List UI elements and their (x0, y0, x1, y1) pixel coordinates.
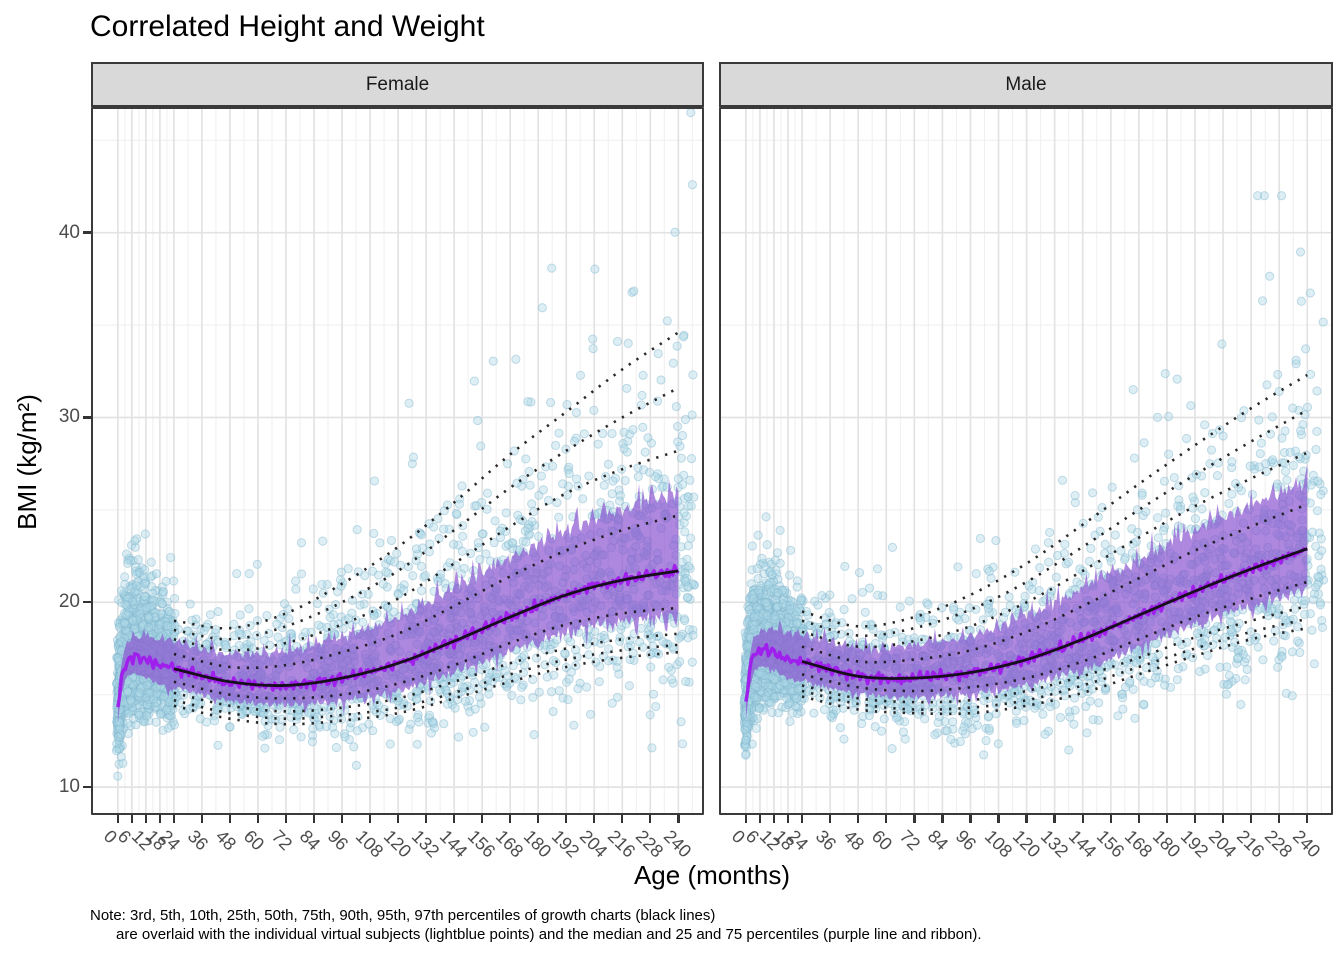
x-tick-label: 96 (952, 826, 981, 855)
x-tick-mark (368, 815, 372, 823)
x-tick-mark (744, 815, 748, 823)
x-tick-label: 72 (896, 826, 925, 855)
x-tick-mark (913, 815, 916, 823)
x-tick-mark (172, 815, 176, 823)
x-tick-mark (1109, 815, 1112, 823)
x-tick-mark (1165, 815, 1169, 823)
x-tick-mark (649, 815, 652, 823)
x-tick-mark (1193, 815, 1197, 823)
x-tick-mark (312, 815, 316, 823)
x-tick-mark (786, 815, 790, 823)
x-tick-label: 72 (267, 826, 297, 855)
x-tick-mark (997, 815, 1000, 823)
y-tick-label: 30 (58, 406, 80, 428)
x-tick-mark (1081, 815, 1084, 823)
y-axis-title: BMI (kg/m²) (12, 394, 42, 530)
x-tick-label: 96 (323, 826, 353, 855)
male-panel-canvas (719, 107, 1333, 815)
x-tick-mark (565, 815, 568, 823)
x-tick-mark (116, 815, 120, 823)
x-tick-mark (1137, 815, 1141, 823)
x-tick-mark (1025, 815, 1028, 823)
x-tick-label: 36 (811, 826, 841, 855)
x-tick-label: 240 (1289, 826, 1325, 862)
x-tick-mark (200, 815, 204, 823)
x-tick-mark (536, 815, 540, 823)
x-tick-mark (340, 815, 344, 823)
x-tick-label: 48 (211, 826, 241, 855)
x-tick-mark (396, 815, 400, 823)
x-tick-label: 108 (980, 826, 1016, 862)
x-tick-label: 60 (239, 826, 269, 855)
plot-title: Correlated Height and Weight (90, 10, 485, 43)
x-tick-mark (1053, 815, 1056, 823)
x-axis-title: Age (months) (633, 860, 791, 890)
x-tick-label: 240 (660, 826, 696, 862)
y-tick-label: 20 (58, 591, 80, 613)
x-tick-mark (800, 815, 804, 823)
y-tick-label: 10 (58, 776, 80, 798)
x-tick-mark (480, 815, 484, 823)
y-tick-mark (83, 601, 91, 604)
x-tick-mark (772, 815, 776, 823)
facet-strip-female: Female (91, 62, 704, 107)
x-tick-mark (593, 815, 596, 823)
y-tick-mark (83, 231, 91, 234)
x-tick-mark (130, 815, 134, 823)
x-tick-mark (256, 815, 260, 823)
facet-strip-label: Female (365, 73, 430, 95)
x-tick-mark (228, 815, 232, 823)
x-tick-label: 84 (924, 826, 953, 855)
x-tick-mark (452, 815, 456, 823)
x-tick-mark (1278, 815, 1281, 823)
y-tick-mark (83, 416, 91, 419)
x-tick-mark (1221, 815, 1225, 823)
x-tick-label: 36 (183, 826, 213, 855)
x-tick-label: 84 (295, 826, 325, 855)
x-tick-label: 48 (840, 826, 869, 855)
x-tick-mark (424, 815, 428, 823)
x-tick-label: 60 (868, 826, 897, 855)
caption-note: Note: 3rd, 5th, 10th, 25th, 50th, 75th, … (90, 906, 982, 944)
x-tick-mark (677, 815, 680, 823)
facet-strip-label: Male (1005, 73, 1047, 95)
x-tick-mark (1306, 815, 1309, 823)
x-tick-mark (885, 815, 888, 823)
x-tick-mark (828, 815, 832, 823)
y-tick-mark (83, 785, 91, 789)
x-tick-mark (941, 815, 944, 823)
x-tick-mark (758, 815, 762, 823)
x-tick-mark (1249, 815, 1253, 823)
note-line-2: are overlaid with the individual virtual… (116, 926, 982, 943)
x-tick-mark (856, 815, 860, 823)
x-tick-mark (144, 815, 148, 823)
x-tick-mark (284, 815, 288, 823)
note-line-1: Note: 3rd, 5th, 10th, 25th, 50th, 75th, … (90, 907, 716, 924)
female-panel-canvas (91, 107, 704, 815)
x-tick-mark (969, 815, 972, 823)
facet-strip-male: Male (719, 62, 1333, 107)
x-tick-mark (621, 815, 624, 823)
y-tick-label: 40 (58, 221, 80, 243)
x-tick-mark (508, 815, 512, 823)
x-tick-mark (158, 815, 162, 823)
